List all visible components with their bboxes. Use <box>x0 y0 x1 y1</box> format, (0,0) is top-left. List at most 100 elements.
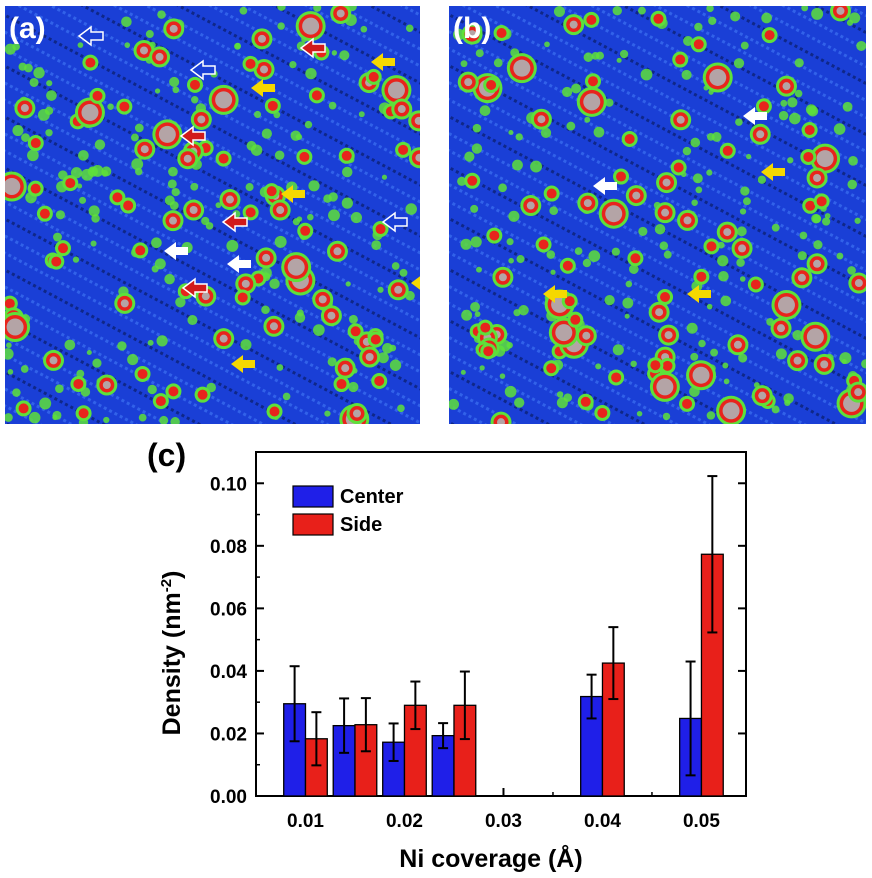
small-cluster <box>775 348 787 360</box>
cluster-peak <box>365 352 374 361</box>
small-cluster <box>5 348 14 360</box>
small-cluster <box>717 255 729 267</box>
hollow-arrow-icon <box>77 25 104 47</box>
cluster-peak <box>158 125 176 143</box>
small-cluster <box>389 359 402 371</box>
cluster-peak <box>302 17 320 35</box>
cluster-peak <box>806 328 824 346</box>
small-cluster <box>662 412 671 421</box>
small-cluster <box>175 297 186 308</box>
small-cluster <box>397 404 405 413</box>
small-cluster <box>52 414 58 421</box>
cluster-peak <box>777 324 786 333</box>
small-cluster <box>588 250 601 263</box>
cluster-core <box>398 144 409 155</box>
small-cluster <box>405 24 414 32</box>
cluster-peak <box>333 247 342 256</box>
small-cluster <box>90 240 97 247</box>
y-tick-label: 0.02 <box>210 724 247 745</box>
small-cluster <box>103 416 110 424</box>
cluster-peak <box>836 6 845 15</box>
small-cluster <box>612 344 624 356</box>
cluster-core <box>300 225 311 236</box>
small-cluster <box>556 391 564 398</box>
cluster-peak <box>709 68 727 86</box>
cluster-core <box>650 360 661 371</box>
cluster-core <box>580 396 591 407</box>
cluster-peak <box>777 296 795 314</box>
yellow-arrow-icon <box>687 285 711 303</box>
small-cluster <box>46 90 57 101</box>
small-cluster <box>723 378 730 385</box>
small-cluster <box>636 410 643 417</box>
cluster-core <box>58 243 69 254</box>
small-cluster <box>706 133 715 141</box>
small-cluster <box>708 16 717 25</box>
small-cluster <box>461 309 473 321</box>
small-cluster <box>399 268 408 277</box>
cluster-peak <box>664 331 673 340</box>
atomic-row <box>449 6 866 248</box>
small-cluster <box>328 209 340 222</box>
y-tick-label: 0.06 <box>210 599 247 620</box>
cluster-peak <box>168 216 177 225</box>
small-cluster <box>571 83 582 94</box>
cluster-core <box>245 207 256 218</box>
cluster-peak <box>537 115 546 124</box>
small-cluster <box>72 256 80 263</box>
small-cluster <box>799 231 808 240</box>
cluster-peak <box>605 205 623 223</box>
small-cluster <box>169 201 179 210</box>
small-cluster <box>506 341 513 349</box>
small-cluster <box>706 303 713 310</box>
cluster-core <box>368 71 379 82</box>
red-arrow-icon <box>179 125 206 147</box>
small-cluster <box>78 150 89 161</box>
small-cluster <box>625 280 633 288</box>
small-cluster <box>743 197 751 206</box>
cluster-core <box>611 372 622 383</box>
cluster-peak <box>813 259 822 268</box>
cluster-peak <box>262 253 271 262</box>
small-cluster <box>787 157 794 164</box>
cluster-core <box>375 224 386 235</box>
atomic-row <box>449 162 866 424</box>
small-cluster <box>261 305 270 315</box>
small-cluster <box>187 314 198 326</box>
small-cluster <box>692 173 703 184</box>
cluster-core <box>341 150 352 161</box>
arrow-shape <box>164 242 188 260</box>
small-cluster <box>328 192 338 202</box>
small-cluster <box>107 103 114 111</box>
cluster-core <box>816 196 827 207</box>
small-cluster <box>44 106 54 115</box>
small-cluster <box>686 322 698 334</box>
small-cluster <box>154 258 166 270</box>
cluster-core <box>267 100 278 111</box>
small-cluster <box>240 339 252 351</box>
small-cluster <box>739 276 746 282</box>
small-cluster <box>457 176 467 186</box>
yellow-arrow-icon <box>251 79 275 97</box>
hollow-arrow-icon <box>381 211 408 233</box>
small-cluster <box>794 89 803 98</box>
small-cluster <box>470 301 480 312</box>
small-cluster <box>324 410 331 417</box>
small-cluster <box>735 118 743 126</box>
cluster-core <box>630 253 641 264</box>
small-cluster <box>308 180 320 192</box>
small-cluster <box>738 353 748 363</box>
small-cluster <box>694 22 703 32</box>
cluster-peak <box>782 82 791 91</box>
small-cluster <box>391 262 400 270</box>
cluster-core <box>30 138 41 149</box>
small-cluster <box>605 98 614 107</box>
small-cluster <box>512 159 523 171</box>
cluster-core <box>805 200 816 211</box>
cluster-peak <box>733 340 742 349</box>
cluster-peak <box>414 116 420 125</box>
small-cluster <box>345 281 351 287</box>
small-cluster <box>127 354 139 366</box>
small-cluster <box>147 384 157 395</box>
cluster-core <box>311 90 322 101</box>
